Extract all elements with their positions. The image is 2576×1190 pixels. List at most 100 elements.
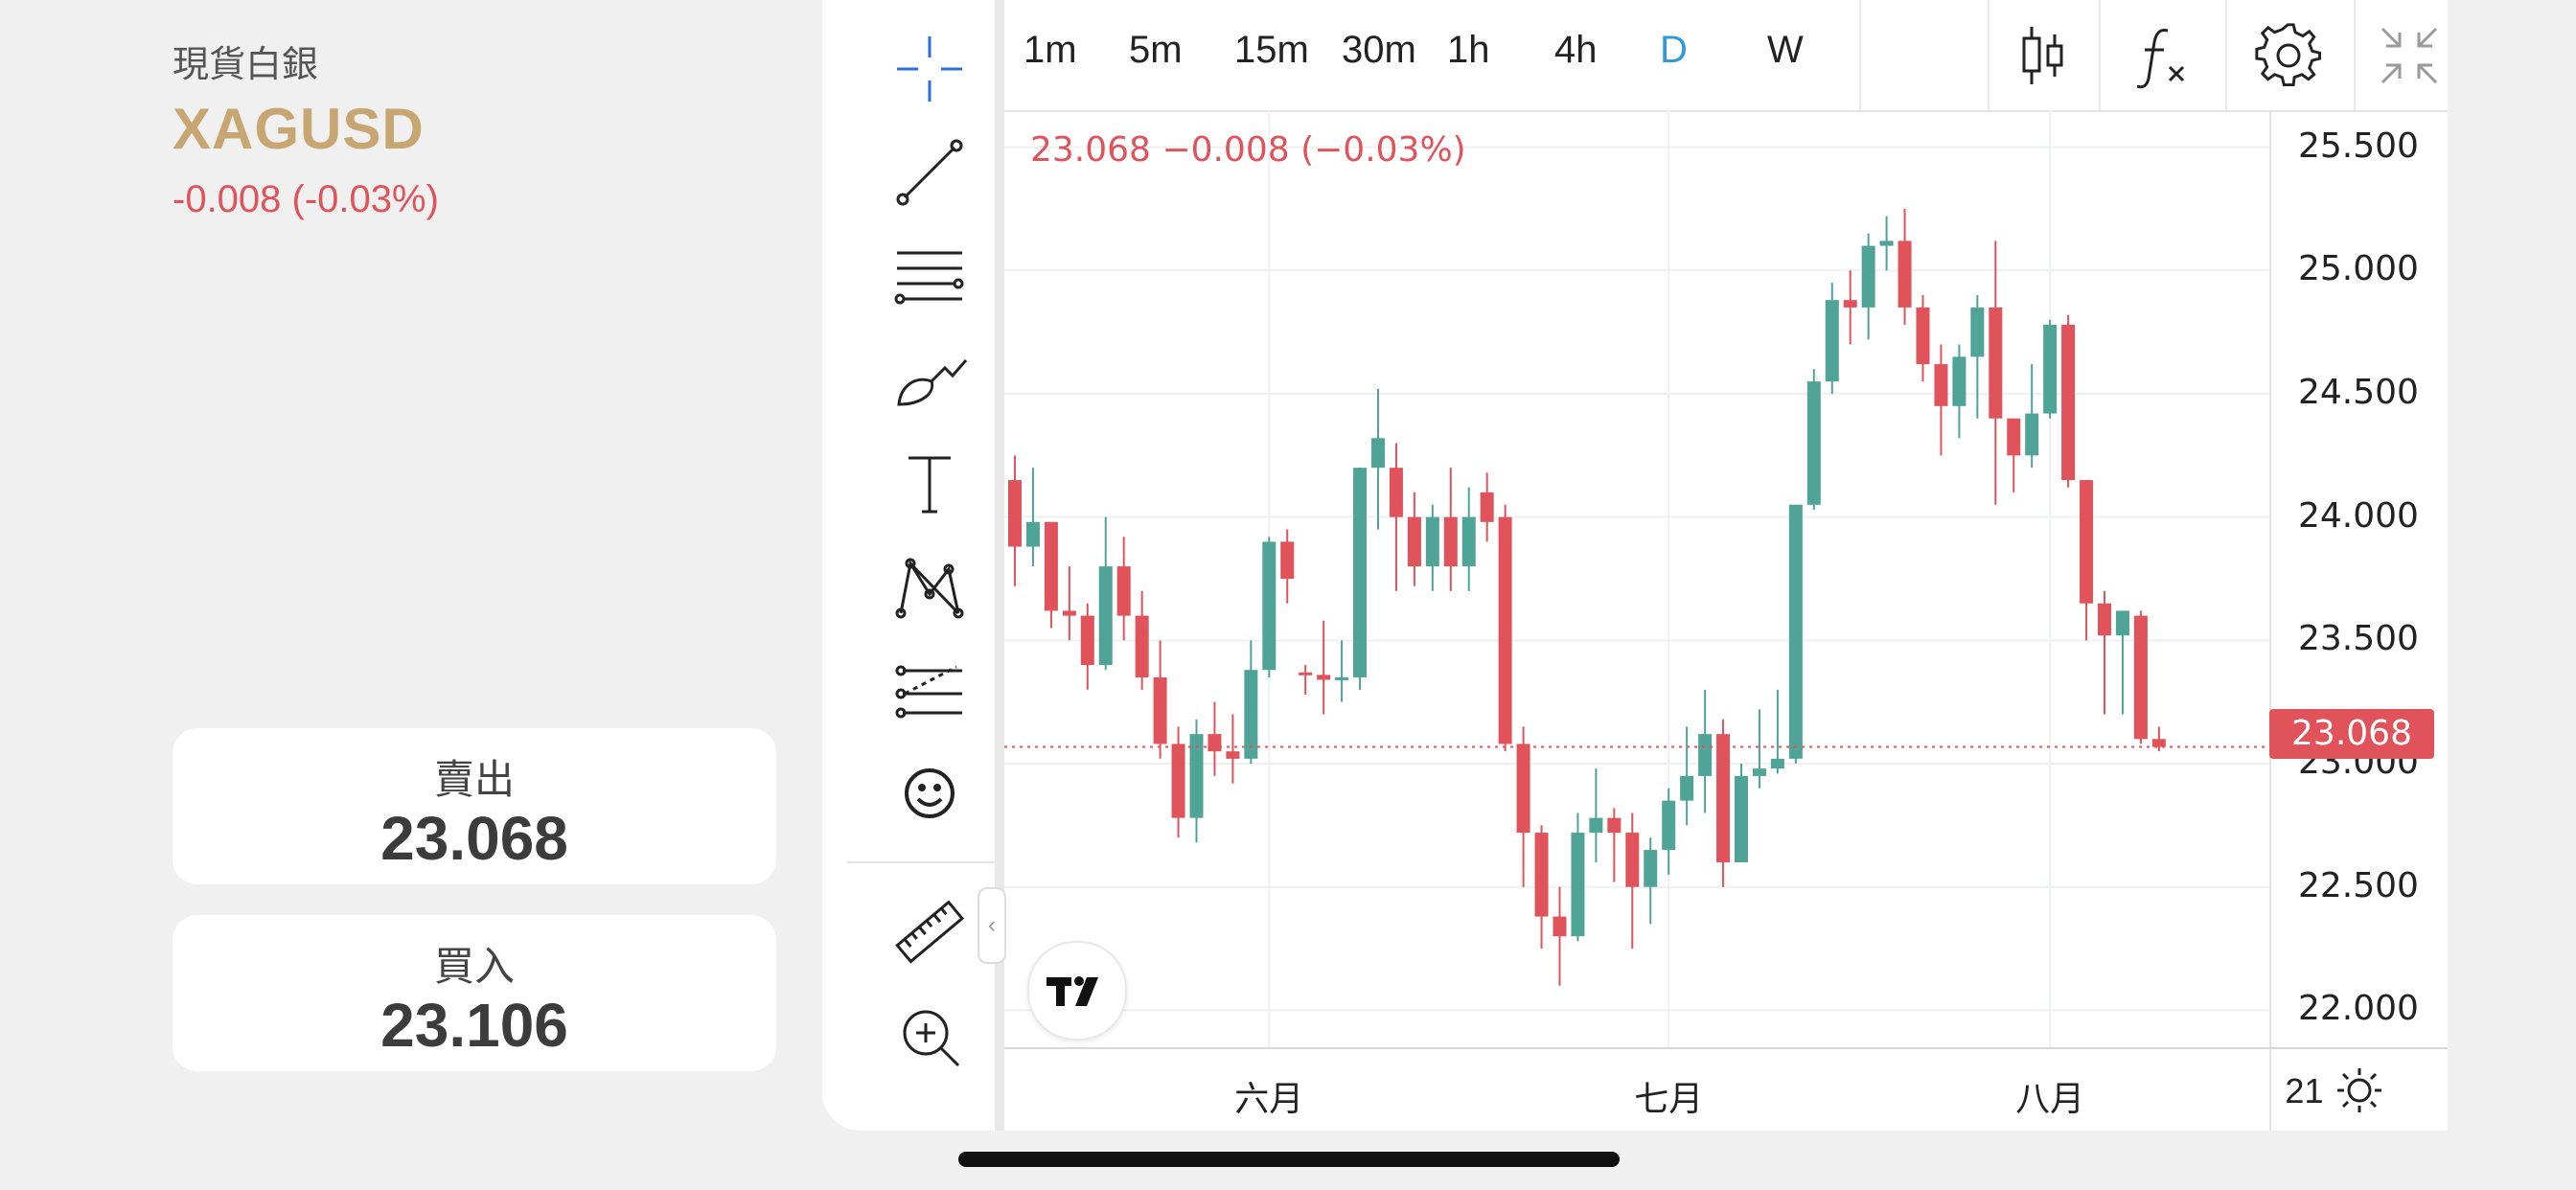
chart-topbar: 1m 5m 15m 30m 1h 4h D W (1004, 0, 2448, 112)
candle-body (2115, 610, 2129, 636)
candle-body (1025, 521, 1040, 547)
indicators-fx-icon[interactable] (2126, 19, 2198, 92)
price-tick-label: 25.500 (2298, 126, 2419, 166)
candle-body (1244, 670, 1258, 759)
timeframe-4h[interactable]: 4h (1554, 29, 1598, 71)
topbar-divider (2099, 0, 2101, 110)
timeframe-d[interactable]: D (1660, 29, 1688, 71)
candle-body (1843, 300, 1857, 308)
timeframe-5m[interactable]: 5m (1129, 29, 1183, 71)
candle-body (1898, 240, 1912, 308)
timeframe-30m[interactable]: 30m (1342, 29, 1416, 71)
buy-label: 買入 (433, 944, 515, 989)
candle-body (2043, 324, 2058, 414)
time-tick-label: 八月 (2015, 1079, 2085, 1118)
fib-retracement-icon[interactable] (889, 236, 970, 316)
time-axis-border (1004, 1047, 2448, 1049)
candle-body (1989, 307, 2003, 419)
time-tick-label: 21 (2285, 1071, 2324, 1110)
candle-body (2025, 413, 2039, 456)
pattern-icon[interactable] (889, 546, 970, 627)
text-icon[interactable] (889, 443, 970, 523)
candle-body (1116, 566, 1131, 616)
timeframe-15m[interactable]: 15m (1234, 29, 1309, 71)
price-tick-label: 24.000 (2298, 495, 2419, 536)
gear-icon[interactable] (2252, 19, 2325, 92)
collapse-fullscreen-icon[interactable] (2373, 19, 2446, 92)
candle-body (1153, 676, 1167, 744)
candle-body (1299, 672, 1313, 675)
candle-body (1189, 734, 1204, 818)
candle-body (1534, 833, 1549, 917)
buy-button[interactable]: 買入 23.106 (172, 915, 776, 1071)
candle-body (1825, 300, 1839, 382)
candle-body (2080, 480, 2094, 604)
zoom-in-icon[interactable] (889, 996, 970, 1077)
price-tick-label: 24.500 (2298, 372, 2419, 412)
topbar-divider (1988, 0, 1990, 110)
candle-body (1552, 916, 1567, 937)
price-axis-border (2269, 110, 2271, 1131)
candle-body (1589, 817, 1603, 834)
candlestick-chart-icon[interactable] (2007, 19, 2080, 92)
candle-body (1443, 516, 1458, 567)
topbar-divider (1859, 0, 1861, 110)
candle-body (1008, 480, 1022, 547)
home-indicator (958, 1152, 1620, 1167)
candle-body (1879, 240, 1894, 246)
price-tick-label: 23.500 (2298, 619, 2419, 659)
candle-body (2098, 603, 2111, 636)
candle-body (1916, 307, 1930, 365)
toolbar-chart-divider (995, 0, 1004, 1131)
tradingview-logo[interactable] (1027, 941, 1127, 1041)
candle-body (1335, 676, 1349, 680)
instrument-symbol: XAGUSD (172, 97, 425, 161)
candle-body (1770, 758, 1784, 769)
collapse-toolbar-button[interactable]: ‹ (978, 887, 1006, 964)
trend-line-icon[interactable] (889, 132, 970, 213)
candle-body (1425, 516, 1439, 567)
candle-body (1788, 504, 1803, 759)
candle-body (1389, 468, 1403, 517)
candle-body (1970, 307, 1985, 357)
candle-body (1516, 744, 1530, 834)
price-chart[interactable] (1004, 110, 2269, 1047)
instrument-name: 現貨白銀 (172, 45, 319, 85)
candle-body (1353, 468, 1368, 677)
candle-body (1861, 245, 1875, 308)
sell-button[interactable]: 賣出 23.068 (172, 728, 776, 884)
topbar-divider (2354, 0, 2356, 110)
candle-body (2133, 615, 2148, 740)
candle-body (1080, 615, 1094, 666)
candle-body (1135, 615, 1149, 677)
theme-toggle-icon[interactable] (2334, 1065, 2384, 1115)
candle-body (1371, 438, 1385, 469)
candle-body (1735, 775, 1748, 862)
candle-body (1680, 775, 1694, 801)
instrument-change: -0.008 (-0.03%) (172, 178, 439, 220)
price-tick-label: 22.000 (2298, 989, 2419, 1029)
candle-body (1407, 516, 1421, 567)
toolbar-divider (847, 861, 995, 863)
candle-body (1208, 734, 1222, 752)
candle-body (1806, 381, 1821, 505)
brush-icon[interactable] (889, 339, 970, 420)
candle-body (1226, 751, 1240, 759)
emoji-icon[interactable] (889, 753, 970, 834)
timeframe-1h[interactable]: 1h (1447, 29, 1490, 71)
ohlc-legend: 23.068 −0.008 (−0.03%) (1030, 130, 1466, 170)
candle-body (1171, 744, 1185, 818)
candle-body (1062, 610, 1076, 616)
sell-label: 賣出 (433, 757, 515, 802)
candle-body (2007, 418, 2021, 456)
ruler-icon[interactable] (889, 893, 970, 973)
forecast-icon[interactable] (889, 650, 970, 730)
candle-body (1662, 800, 1676, 851)
buy-price: 23.106 (380, 991, 568, 1060)
candle-body (1480, 492, 1494, 522)
timeframe-1m[interactable]: 1m (1024, 29, 1077, 71)
candle-body (2061, 324, 2076, 481)
candle-body (1262, 541, 1276, 671)
crosshair-icon[interactable] (889, 29, 970, 109)
timeframe-w[interactable]: W (1767, 29, 1804, 71)
